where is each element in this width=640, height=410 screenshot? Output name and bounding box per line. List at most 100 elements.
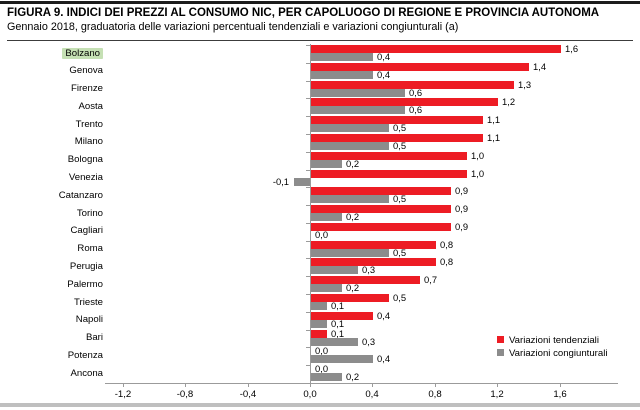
x-axis-tick [435, 383, 436, 387]
x-axis-tick [123, 383, 124, 387]
bar-tendenziali-genova [311, 63, 529, 71]
bar-tendenziali-trento [311, 116, 483, 124]
bar-tendenziali-catanzaro [311, 187, 451, 195]
bar-congiunturali-palermo [311, 284, 342, 292]
bar-tendenziali-venezia [311, 170, 467, 178]
category-label-potenza: Potenza [0, 349, 103, 362]
value-label-tendenziali-potenza: 0,0 [315, 345, 329, 356]
bar-congiunturali-catanzaro [311, 195, 389, 203]
x-tick-label: -0,8 [176, 389, 194, 400]
category-label-text: Ancona [70, 368, 103, 379]
x-axis-tick [185, 383, 186, 387]
value-label-tendenziali-aosta: 1,2 [502, 96, 516, 107]
value-label-congiunturali-genova: 0,4 [377, 69, 391, 80]
bar-tendenziali-bari [311, 330, 327, 338]
bar-tendenziali-palermo [311, 276, 420, 284]
category-label-milano: Milano [0, 135, 103, 148]
legend-item-tendenziali: Variazioni tendenziali [497, 334, 607, 347]
category-label-perugia: Perugia [0, 260, 103, 273]
bar-tendenziali-perugia [311, 258, 436, 266]
x-tick-label: -0,4 [239, 389, 257, 400]
value-label-congiunturali-ancona: 0,2 [346, 371, 360, 382]
category-label-text: Catanzaro [58, 190, 103, 201]
category-axis-tick [306, 187, 310, 188]
category-label-palermo: Palermo [0, 278, 103, 291]
bar-tendenziali-napoli [311, 312, 373, 320]
bar-congiunturali-potenza [311, 355, 373, 363]
bar-congiunturali-napoli [311, 320, 327, 328]
value-label-tendenziali-firenze: 1,3 [518, 79, 532, 90]
category-axis-tick [306, 205, 310, 206]
category-axis-tick [306, 223, 310, 224]
category-label-text: Napoli [75, 314, 103, 325]
category-axis-tick [306, 330, 310, 331]
x-tick-label: 0,0 [303, 389, 317, 400]
value-label-congiunturali-aosta: 0,6 [409, 104, 423, 115]
category-label-text: Bologna [67, 154, 103, 165]
x-tick-label: 1,6 [553, 389, 567, 400]
category-label-catanzaro: Catanzaro [0, 189, 103, 202]
bar-congiunturali-torino [311, 213, 342, 221]
category-axis-tick [306, 294, 310, 295]
bar-congiunturali-bari [311, 338, 358, 346]
value-label-congiunturali-perugia: 0,3 [362, 264, 376, 275]
figure-top-border [0, 1, 640, 4]
category-label-text: Firenze [71, 83, 103, 94]
value-label-tendenziali-bari: 0,1 [331, 328, 345, 339]
category-axis-tick [306, 116, 310, 117]
value-label-congiunturali-roma: 0,5 [393, 247, 407, 258]
value-label-congiunturali-firenze: 0,6 [409, 87, 423, 98]
value-label-tendenziali-trento: 1,1 [487, 114, 501, 125]
category-axis-tick [306, 312, 310, 313]
bar-tendenziali-firenze [311, 81, 514, 89]
category-axis-tick [306, 152, 310, 153]
value-label-tendenziali-bolzano: 1,6 [565, 43, 579, 54]
value-label-tendenziali-milano: 1,1 [487, 132, 501, 143]
category-label-text: Cagliari [70, 225, 103, 236]
category-label-napoli: Napoli [0, 313, 103, 326]
category-axis-tick [306, 81, 310, 82]
category-label-text: Palermo [67, 279, 103, 290]
bar-congiunturali-perugia [311, 266, 358, 274]
x-tick-label: 0,4 [365, 389, 379, 400]
legend-swatch-congiunturali-icon [497, 348, 504, 356]
figure-bottom-border [0, 403, 640, 407]
value-label-congiunturali-catanzaro: 0,5 [393, 193, 407, 204]
value-label-tendenziali-napoli: 0,4 [377, 310, 391, 321]
value-label-congiunturali-trieste: 0,1 [331, 300, 345, 311]
category-label-venezia: Venezia [0, 171, 103, 184]
category-label-bolzano: Bolzano [0, 47, 103, 60]
value-label-tendenziali-ancona: 0,0 [315, 363, 329, 374]
category-axis-tick [306, 258, 310, 259]
value-label-tendenziali-palermo: 0,7 [424, 274, 438, 285]
category-axis-tick [306, 365, 310, 366]
category-axis-tick [306, 45, 310, 46]
category-label-aosta: Aosta [0, 100, 103, 113]
category-axis-tick [306, 134, 310, 135]
figure-title: FIGURA 9. INDICI DEI PREZZI AL CONSUMO N… [7, 7, 600, 19]
value-axis-line [105, 383, 618, 384]
x-axis-tick [497, 383, 498, 387]
value-label-tendenziali-catanzaro: 0,9 [455, 185, 469, 196]
bar-congiunturali-bologna [311, 160, 342, 168]
category-axis-tick [306, 347, 310, 348]
chart-legend: Variazioni tendenziali Variazioni congiu… [497, 334, 607, 360]
bar-chart-plot-area: Variazioni tendenziali Variazioni congiu… [0, 42, 640, 400]
bar-congiunturali-trieste [311, 302, 327, 310]
category-label-text: Genova [69, 65, 103, 76]
bar-congiunturali-genova [311, 71, 373, 79]
value-label-congiunturali-cagliari: 0,0 [315, 229, 329, 240]
category-label-text: Perugia [69, 261, 103, 272]
value-label-congiunturali-bolzano: 0,4 [377, 51, 391, 62]
value-label-congiunturali-milano: 0,5 [393, 140, 407, 151]
value-label-tendenziali-trieste: 0,5 [393, 292, 407, 303]
category-axis-line [310, 44, 311, 384]
x-axis-tick [560, 383, 561, 387]
legend-label-tendenziali: Variazioni tendenziali [509, 335, 599, 346]
header-divider [7, 40, 633, 41]
bar-congiunturali-firenze [311, 89, 405, 97]
x-axis-tick [310, 383, 311, 387]
bar-congiunturali-milano [311, 142, 389, 150]
value-label-tendenziali-torino: 0,9 [455, 203, 469, 214]
legend-label-congiunturali: Variazioni congiunturali [509, 348, 608, 359]
